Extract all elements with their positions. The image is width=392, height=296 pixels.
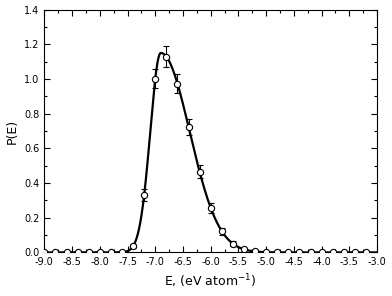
Y-axis label: P(E): P(E) (5, 118, 18, 144)
X-axis label: E, (eV atom$^{-1}$): E, (eV atom$^{-1}$) (165, 273, 257, 290)
